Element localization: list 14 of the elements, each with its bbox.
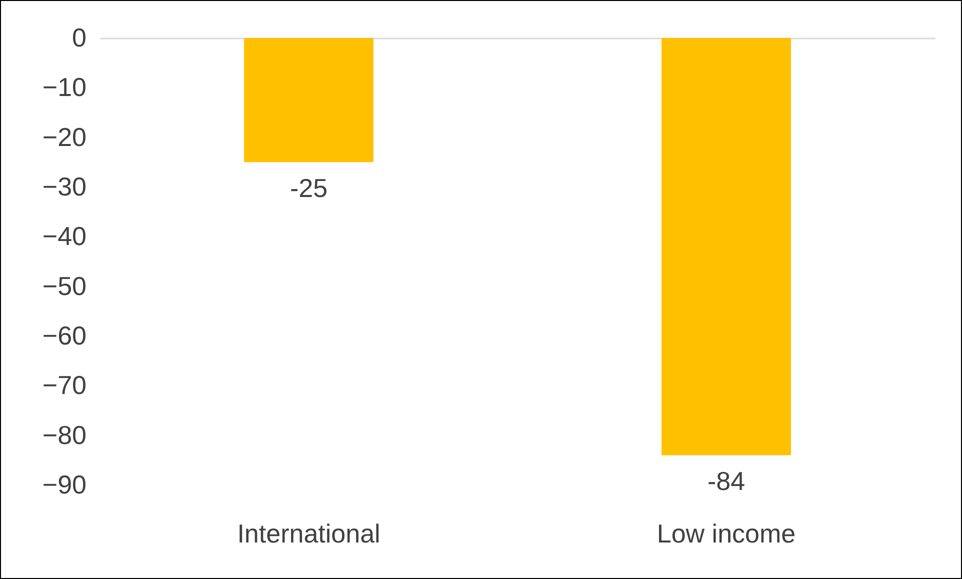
x-tick-label: Low income <box>656 518 796 548</box>
data-label: -84 <box>707 466 746 496</box>
y-tick-label: −30 <box>42 172 86 202</box>
y-tick-label: −90 <box>42 470 86 500</box>
y-tick-label: −50 <box>42 270 86 301</box>
y-tick-label: −70 <box>42 370 86 400</box>
y-tick-label: −60 <box>42 320 86 350</box>
y-tick-label: −40 <box>42 221 86 252</box>
y-tick-label: −80 <box>42 420 86 450</box>
y-tick-label: −20 <box>42 122 86 152</box>
data-label: -25 <box>290 173 328 204</box>
y-tick-label: 0 <box>72 22 86 52</box>
x-tick-label: International <box>237 518 380 548</box>
y-tick-label: −10 <box>42 72 86 102</box>
